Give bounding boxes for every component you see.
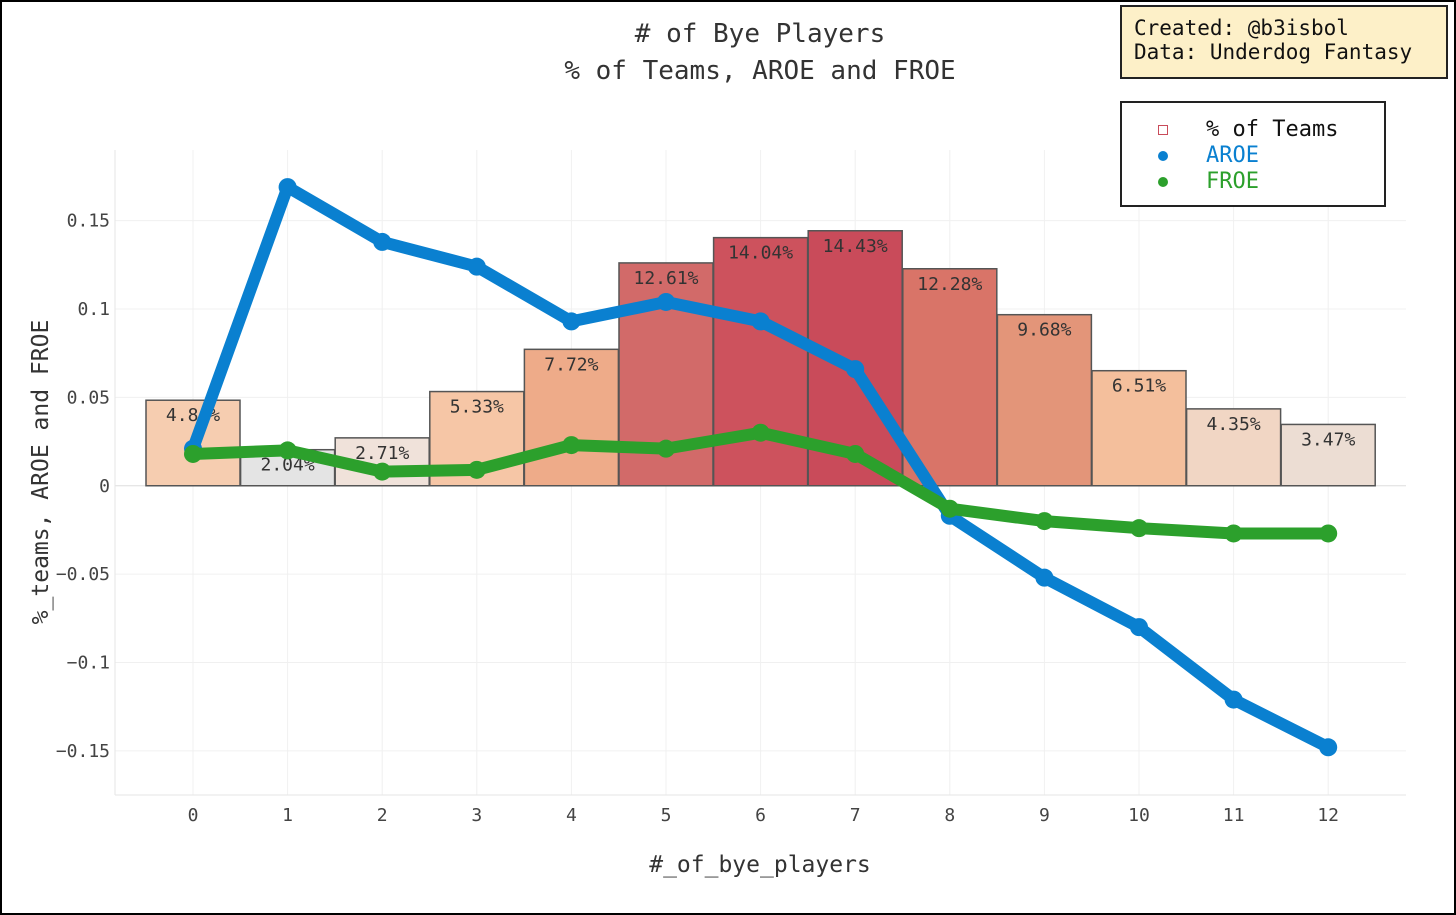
legend-label: AROE (1206, 143, 1259, 168)
x-tick-label: 5 (661, 805, 672, 826)
froe-point (467, 460, 486, 479)
froe-point (562, 436, 581, 455)
legend-item-froe[interactable]: FROE (1122, 169, 1384, 195)
bar (1091, 369, 1187, 487)
legend-label: FROE (1206, 169, 1259, 194)
bar (712, 236, 809, 487)
legend-item-percent-teams[interactable]: % of Teams (1122, 117, 1384, 143)
y-tick-label: 0 (99, 476, 110, 497)
froe-point (657, 439, 675, 458)
x-tick-label: 3 (471, 805, 482, 826)
froe-point (1130, 519, 1148, 538)
y-tick-label: 0.15 (67, 211, 110, 232)
bar-data-label: 12.61% (633, 268, 698, 289)
x-tick-label: 1 (282, 805, 293, 826)
x-tick-label: 9 (1039, 805, 1050, 826)
froe-point (1224, 524, 1243, 543)
aroe-point (657, 292, 675, 311)
aroe-point (1319, 738, 1338, 757)
credit-data-source: Data: Underdog Fantasy (1134, 40, 1413, 64)
y-tick-label: −0.05 (56, 564, 110, 585)
legend-item-aroe[interactable]: AROE (1122, 143, 1384, 169)
bar-series (145, 230, 1376, 487)
axes: 0.150.10.050−0.05−0.1−0.150 1 2 3 4 5 6 7 8 9 10 11… (56, 150, 1406, 826)
bar-data-label: 4.35% (1207, 414, 1261, 435)
y-tick-label: −0.15 (56, 741, 110, 762)
aroe-point (373, 232, 392, 251)
froe-point (940, 499, 959, 518)
aroe-point (1130, 618, 1148, 637)
aroe-point (467, 257, 486, 276)
bar-data-label: 3.47% (1301, 429, 1355, 450)
aroe-point (846, 360, 865, 379)
bar-data-label: 7.72% (544, 354, 598, 375)
chart-title: # of Bye Players (635, 19, 885, 49)
x-axis-label: #_of_bye_players (649, 852, 871, 878)
y-tick-label: −0.1 (67, 652, 110, 673)
x-tick-label: 12 (1317, 805, 1339, 826)
legend-square-icon (1158, 125, 1168, 135)
froe-point (1319, 524, 1338, 543)
bar (1185, 408, 1282, 487)
x-tick-label: 10 (1128, 805, 1150, 826)
aroe-point (278, 178, 297, 197)
legend-dot-icon (1158, 151, 1168, 161)
legend-dot-icon (1158, 177, 1168, 187)
x-tick-label: 4 (566, 805, 577, 826)
bar-data-label: 2.04% (261, 455, 315, 476)
y-tick-label: 0.05 (67, 387, 110, 408)
bar-data-label: 14.04% (728, 243, 793, 264)
chart-subtitle: % of Teams, AROE and FROE (564, 56, 955, 86)
line-series (184, 178, 1338, 757)
bar (523, 348, 620, 487)
bar-data-label: 9.68% (1017, 320, 1071, 341)
aroe-point (751, 312, 770, 331)
aroe-point (1224, 690, 1243, 709)
x-tick-label: 2 (377, 805, 388, 826)
froe-point (373, 462, 392, 481)
legend-label: % of Teams (1206, 117, 1339, 142)
credit-box: Created: @b3isbol Data: Underdog Fantasy (1120, 5, 1448, 79)
bar-data-label: 12.28% (917, 274, 982, 295)
froe-point (1035, 512, 1054, 531)
froe-point (278, 441, 297, 460)
bar-data-label: 6.51% (1112, 376, 1166, 397)
bar (1280, 423, 1376, 487)
x-tick-label: 11 (1223, 805, 1245, 826)
y-tick-label: 0.1 (77, 299, 110, 320)
x-tick-label: 0 (188, 805, 199, 826)
bar-data-label: 14.43% (823, 236, 888, 257)
froe-point (846, 444, 865, 463)
froe-point (751, 423, 770, 442)
bar (902, 268, 998, 487)
y-axis-label: %_teams, AROE and FROE (28, 320, 54, 625)
bar-data-label: 5.33% (450, 397, 504, 418)
credit-created: Created: @b3isbol (1134, 16, 1349, 40)
froe-point (184, 444, 202, 463)
bar (145, 399, 241, 487)
x-tick-label: 7 (850, 805, 861, 826)
bar (996, 313, 1093, 487)
x-tick-label: 8 (944, 805, 955, 826)
aroe-point (562, 312, 581, 331)
bar-data-label: 2.71% (355, 443, 409, 464)
x-tick-label: 6 (755, 805, 766, 826)
legend: % of Teams AROE FROE (1120, 101, 1386, 207)
aroe-point (1035, 568, 1054, 587)
